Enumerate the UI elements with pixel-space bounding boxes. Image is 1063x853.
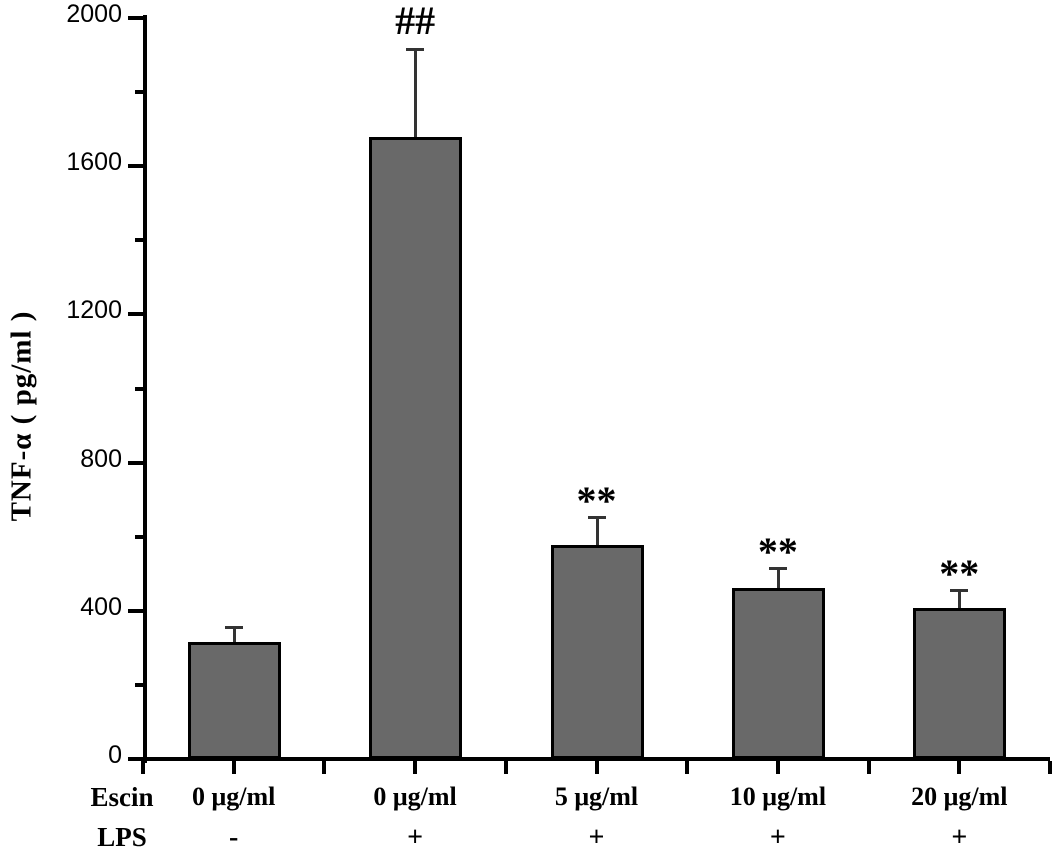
significance-annotation: ** xyxy=(939,551,980,597)
bar xyxy=(187,642,281,759)
significance-annotation: ## xyxy=(395,0,436,44)
error-bar-line xyxy=(232,627,236,643)
lps-value-label: + xyxy=(769,822,786,853)
error-bar-cap xyxy=(406,48,425,52)
x-axis-tick xyxy=(866,761,871,774)
y-axis-minor-tick xyxy=(135,682,143,687)
y-axis-major-tick xyxy=(128,312,143,317)
y-axis-minor-tick xyxy=(135,238,143,243)
error-bar-line xyxy=(776,567,780,588)
escin-value-label: 5 μg/ml xyxy=(554,782,639,811)
x-axis-tick xyxy=(503,761,508,774)
y-tick-label: 2000 xyxy=(66,0,122,28)
y-axis-major-tick xyxy=(128,16,143,20)
y-tick-label: 400 xyxy=(80,592,122,621)
y-axis-minor-tick xyxy=(135,90,143,95)
escin-row-label: Escin xyxy=(90,782,154,812)
y-axis-title: TNF-α ( pg/ml ) xyxy=(5,310,38,522)
x-axis-tick xyxy=(957,761,962,774)
y-axis-minor-tick xyxy=(135,386,143,391)
y-tick-label: 1200 xyxy=(66,296,122,325)
escin-value-label: 0 μg/ml xyxy=(373,782,457,811)
error-bar-line xyxy=(595,516,599,545)
lps-value-label: - xyxy=(229,822,239,853)
lps-value-label: + xyxy=(588,822,605,853)
error-bar-cap xyxy=(768,566,787,570)
y-tick-label: 1600 xyxy=(66,148,122,177)
x-axis-tick xyxy=(1048,761,1052,774)
x-axis-tick xyxy=(775,761,780,774)
x-axis-tick xyxy=(413,761,418,774)
y-tick-label: 800 xyxy=(80,444,122,473)
significance-annotation: ** xyxy=(576,477,617,523)
y-axis-major-tick xyxy=(128,608,143,613)
lps-value-label: + xyxy=(407,822,424,853)
error-bar-cap xyxy=(950,589,969,593)
error-bar-line xyxy=(414,49,418,137)
x-axis-line xyxy=(143,757,1050,761)
escin-value-label: 0 μg/ml xyxy=(192,782,276,811)
x-axis-tick xyxy=(594,761,599,774)
bar xyxy=(550,544,644,759)
error-bar-cap xyxy=(224,626,243,630)
error-bar-line xyxy=(958,590,962,608)
y-tick-label: 0 xyxy=(108,741,122,769)
x-axis-tick xyxy=(231,761,236,774)
escin-value-label: 10 μg/ml xyxy=(729,782,827,811)
x-axis-tick xyxy=(141,761,145,774)
bar xyxy=(913,607,1007,759)
bar xyxy=(369,136,463,759)
y-axis-major-tick xyxy=(128,757,143,761)
x-axis-tick xyxy=(685,761,690,774)
escin-value-label: 20 μg/ml xyxy=(911,782,1008,811)
y-axis-major-tick xyxy=(128,164,143,169)
y-axis-major-tick xyxy=(128,460,143,465)
y-axis-line xyxy=(143,15,147,763)
significance-annotation: ** xyxy=(757,528,798,574)
lps-value-label: + xyxy=(951,822,968,853)
x-axis-tick xyxy=(322,761,327,774)
y-axis-minor-tick xyxy=(135,534,143,539)
bar xyxy=(731,587,825,759)
lps-row-label: LPS xyxy=(97,822,147,852)
error-bar-cap xyxy=(587,515,606,519)
